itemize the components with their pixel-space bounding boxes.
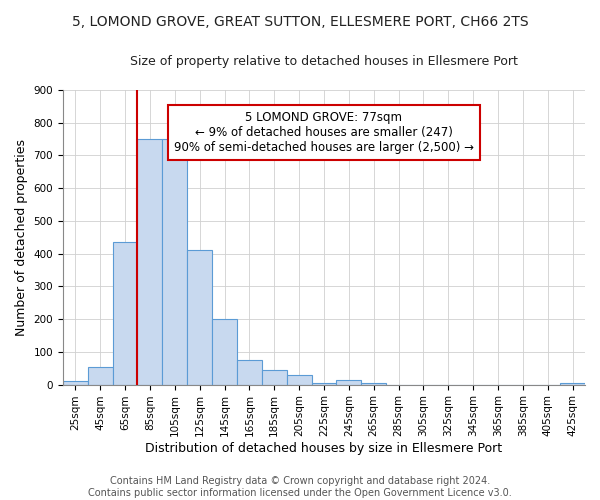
- Bar: [311, 383, 337, 384]
- Bar: [113, 242, 137, 384]
- Bar: [361, 383, 386, 384]
- Bar: [560, 383, 585, 384]
- Bar: [262, 370, 287, 384]
- Bar: [63, 382, 88, 384]
- Bar: [137, 139, 163, 384]
- Title: Size of property relative to detached houses in Ellesmere Port: Size of property relative to detached ho…: [130, 55, 518, 68]
- Text: 5, LOMOND GROVE, GREAT SUTTON, ELLESMERE PORT, CH66 2TS: 5, LOMOND GROVE, GREAT SUTTON, ELLESMERE…: [71, 15, 529, 29]
- Bar: [187, 250, 212, 384]
- Text: 5 LOMOND GROVE: 77sqm
← 9% of detached houses are smaller (247)
90% of semi-deta: 5 LOMOND GROVE: 77sqm ← 9% of detached h…: [174, 110, 474, 154]
- Bar: [163, 139, 187, 384]
- Bar: [212, 319, 237, 384]
- X-axis label: Distribution of detached houses by size in Ellesmere Port: Distribution of detached houses by size …: [145, 442, 503, 455]
- Bar: [337, 380, 361, 384]
- Bar: [237, 360, 262, 384]
- Y-axis label: Number of detached properties: Number of detached properties: [15, 139, 28, 336]
- Bar: [88, 366, 113, 384]
- Text: Contains HM Land Registry data © Crown copyright and database right 2024.
Contai: Contains HM Land Registry data © Crown c…: [88, 476, 512, 498]
- Bar: [287, 375, 311, 384]
